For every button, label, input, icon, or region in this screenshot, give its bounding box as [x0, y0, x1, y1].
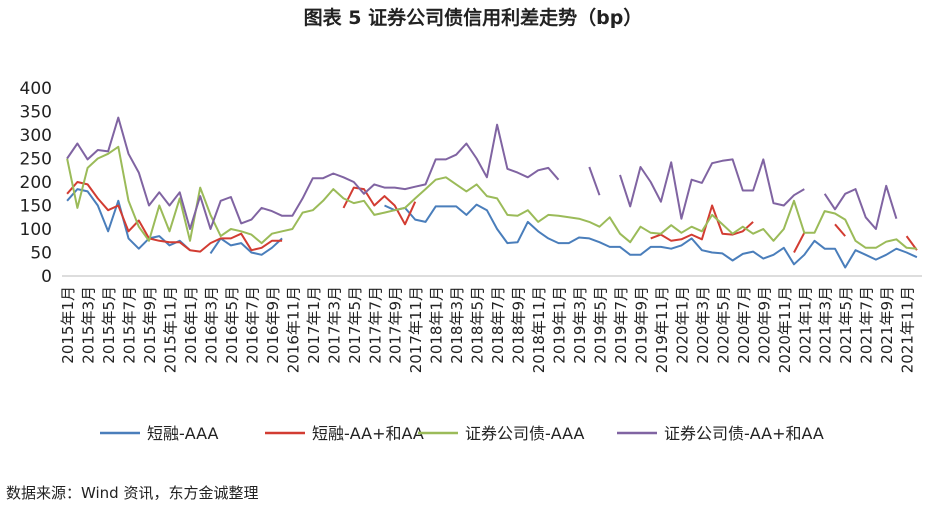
x-tick-label: 2017年9月: [387, 286, 405, 364]
x-tick-label: 2016年7月: [243, 286, 261, 364]
x-tick-label: 2016年3月: [202, 286, 220, 364]
x-tick-label: 2021年1月: [796, 286, 814, 364]
legend-label: 证券公司债-AAA: [465, 424, 585, 443]
x-tick-label: 2019年7月: [612, 286, 630, 364]
x-tick-label: 2021年5月: [837, 286, 855, 364]
x-tick-label: 2015年7月: [121, 286, 139, 364]
chart-title: 图表 5 证券公司债信用利差走势（bp）: [304, 6, 643, 29]
y-tick-label: 250: [20, 150, 52, 170]
legend-label: 短融-AA+和AA: [312, 424, 424, 443]
x-tick-label: 2020年3月: [694, 286, 712, 364]
x-tick-label: 2021年11月: [899, 286, 917, 373]
series-line: [66, 188, 918, 269]
y-tick-label: 50: [30, 244, 52, 264]
x-tick-label: 2021年9月: [878, 286, 896, 364]
x-tick-label: 2016年11月: [284, 286, 302, 373]
legend-label: 短融-AAA: [147, 424, 219, 443]
x-tick-label: 2015年5月: [100, 286, 118, 364]
series-line: [66, 181, 918, 253]
x-tick-label: 2021年3月: [817, 286, 835, 364]
x-tick-label: 2020年9月: [755, 286, 773, 364]
y-tick-label: 200: [20, 173, 52, 193]
y-tick-label: 350: [20, 103, 52, 123]
x-tick-label: 2015年11月: [162, 286, 180, 373]
x-tick-label: 2020年7月: [735, 286, 753, 364]
x-tick-label: 2017年1月: [305, 286, 323, 364]
x-tick-label: 2019年1月: [551, 286, 569, 364]
x-tick-label: 2018年1月: [428, 286, 446, 364]
x-tick-label: 2017年11月: [407, 286, 425, 373]
source-note: 数据来源：Wind 资讯，东方金诚整理: [6, 484, 258, 502]
x-tick-label: 2018年3月: [448, 286, 466, 364]
x-tick-label: 2017年5月: [346, 286, 364, 364]
x-tick-label: 2015年1月: [59, 286, 77, 364]
x-tick-label: 2020年1月: [673, 286, 691, 364]
legend-label: 证券公司债-AA+和AA: [664, 424, 824, 443]
y-tick-label: 400: [20, 79, 52, 99]
y-tick-label: 150: [20, 197, 52, 217]
y-tick-label: 300: [20, 126, 52, 146]
x-tick-label: 2016年5月: [223, 286, 241, 364]
x-tick-label: 2018年9月: [510, 286, 528, 364]
x-tick-label: 2019年3月: [571, 286, 589, 364]
x-tick-label: 2016年9月: [264, 286, 282, 364]
x-tick-label: 2018年7月: [489, 286, 507, 364]
x-tick-label: 2015年3月: [80, 286, 98, 364]
x-tick-label: 2016年1月: [182, 286, 200, 364]
x-tick-label: 2020年5月: [714, 286, 732, 364]
x-tick-label: 2018年5月: [469, 286, 487, 364]
x-tick-label: 2020年11月: [776, 286, 794, 373]
x-tick-label: 2017年7月: [366, 286, 384, 364]
x-tick-label: 2015年9月: [141, 286, 159, 364]
x-tick-label: 2019年11月: [653, 286, 671, 373]
x-tick-label: 2017年3月: [325, 286, 343, 364]
y-tick-label: 100: [20, 220, 52, 240]
x-tick-label: 2019年9月: [632, 286, 650, 364]
x-tick-label: 2018年11月: [530, 286, 548, 373]
series-line: [66, 145, 917, 250]
y-tick-label: 0: [41, 267, 52, 287]
x-tick-label: 2019年5月: [592, 286, 610, 364]
series-line: [66, 116, 898, 230]
x-tick-label: 2021年7月: [858, 286, 876, 364]
